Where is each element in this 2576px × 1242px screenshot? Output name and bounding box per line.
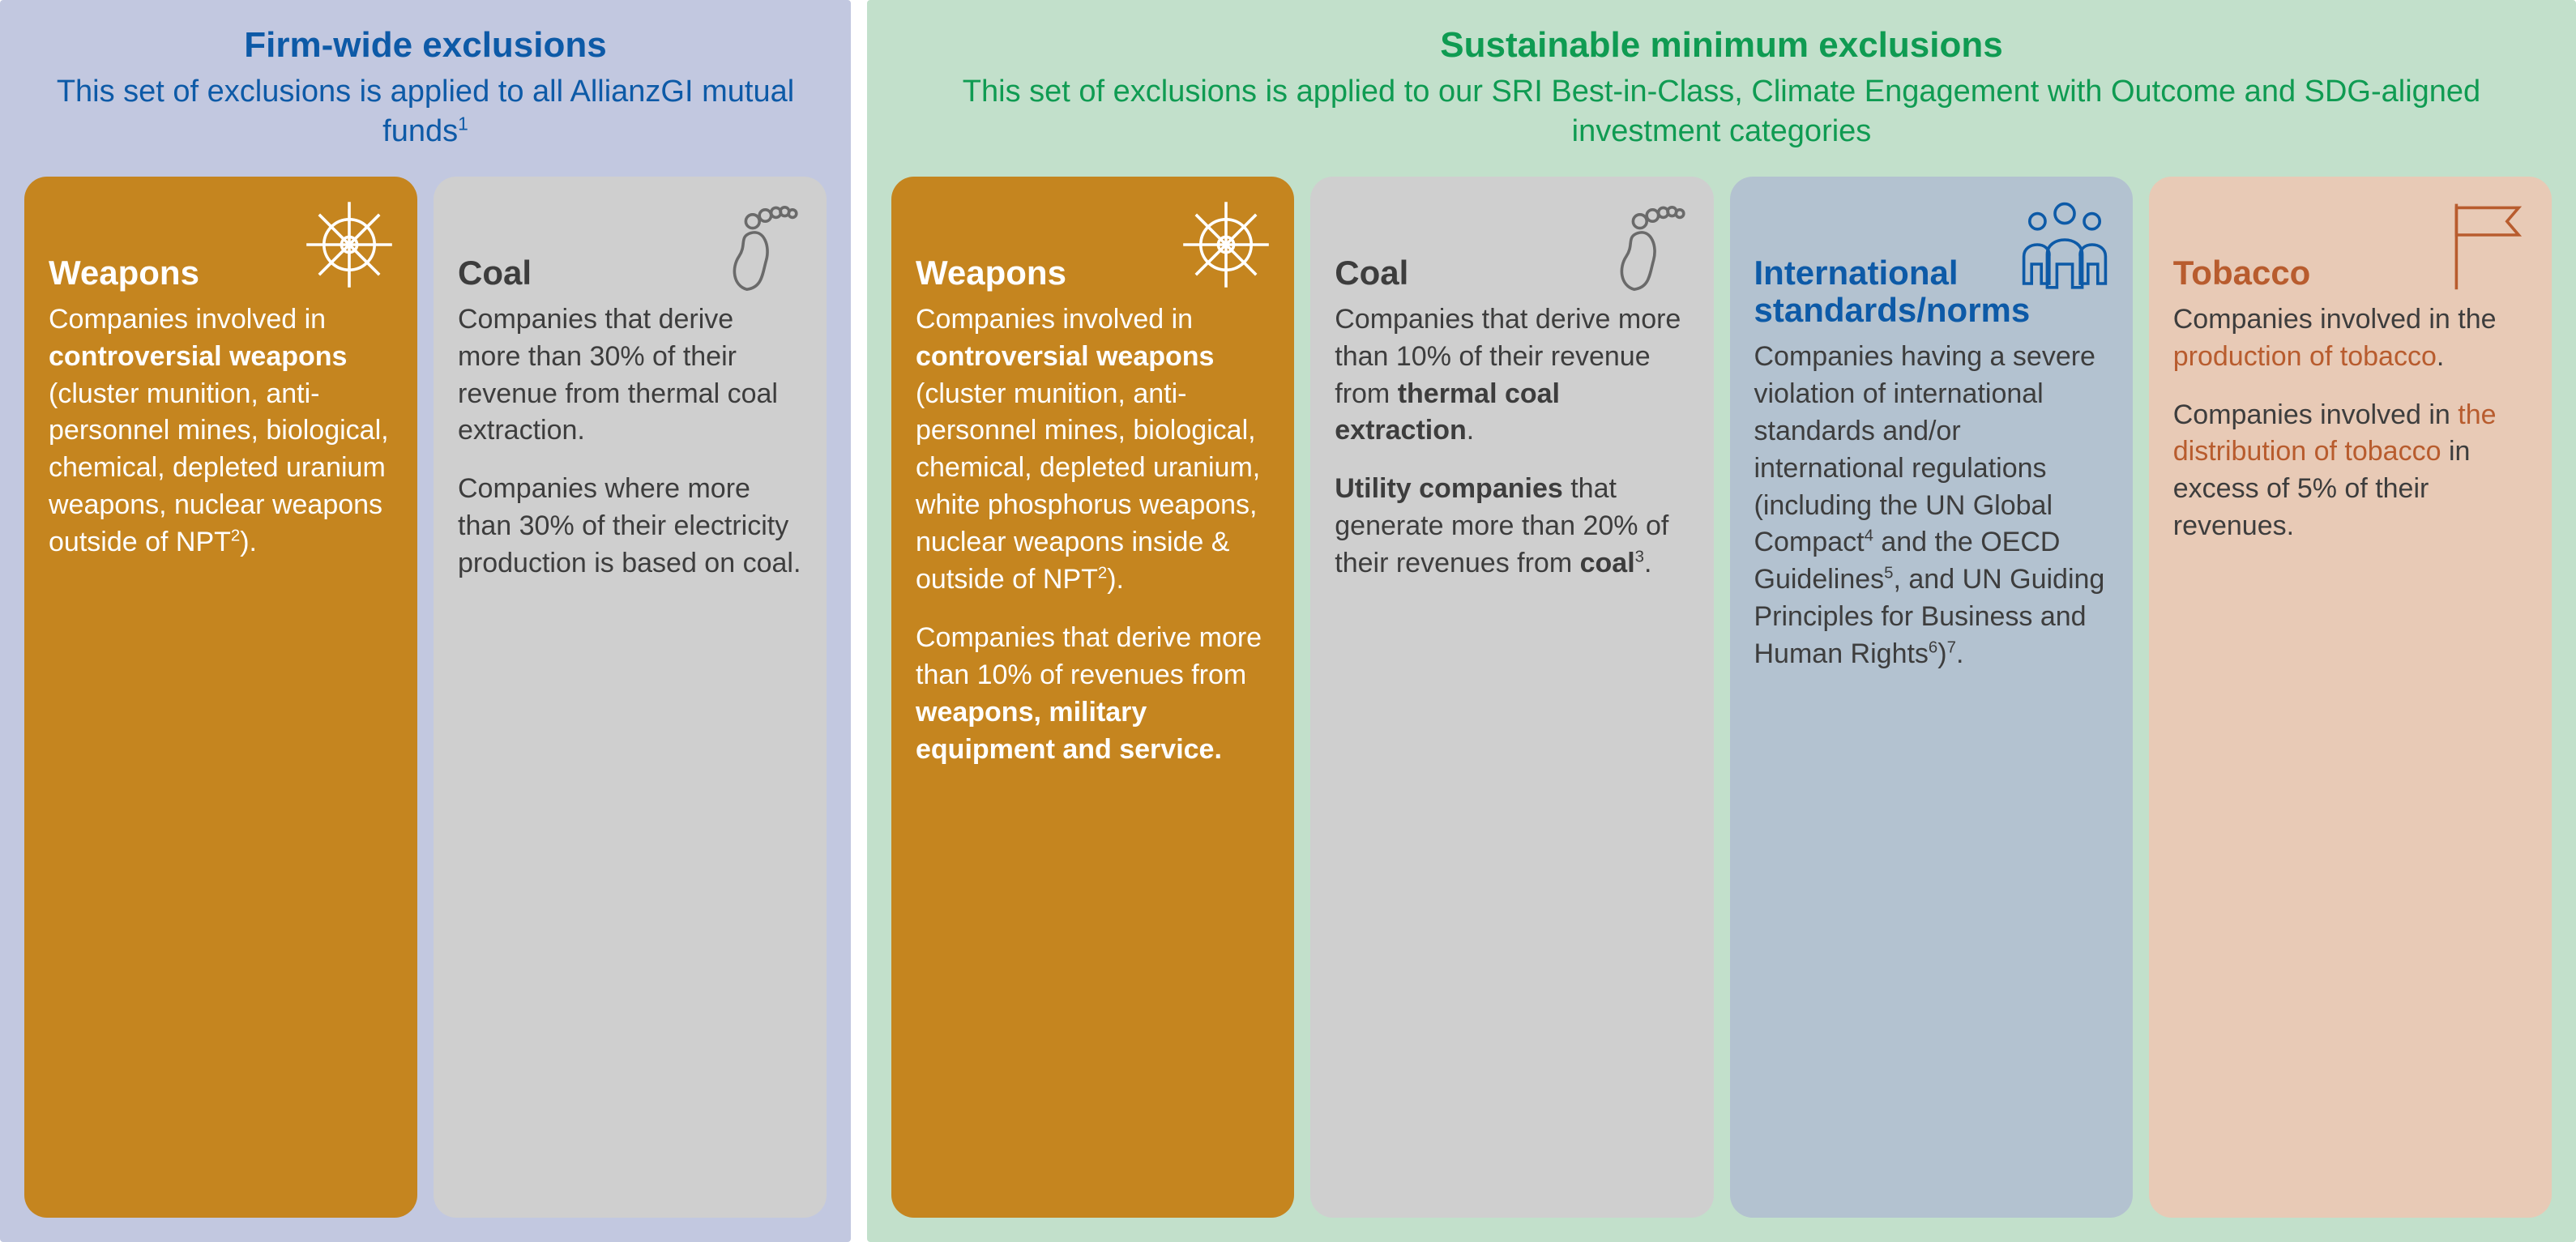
panel-firmwide-subtitle: This set of exclusions is applied to all… xyxy=(32,72,818,152)
card-fw-coal-body: Companies that derive more than 30% of t… xyxy=(458,301,802,583)
flag-icon xyxy=(2435,196,2532,293)
panel-sustainable-header: Sustainable minimum exclusions This set … xyxy=(891,24,2552,152)
panel-sustainable-subtitle: This set of exclusions is applied to our… xyxy=(899,72,2544,152)
people-icon xyxy=(2016,196,2113,293)
card-sm-weapons: Weapons Companies involved in controvers… xyxy=(891,177,1294,1218)
card-fw-weapons-body: Companies involved in controversial weap… xyxy=(49,301,393,561)
infographic-wrapper: Firm-wide exclusions This set of exclusi… xyxy=(0,0,2576,1242)
panel-sustainable-cards: Weapons Companies involved in controvers… xyxy=(891,177,2552,1218)
panel-firmwide-header: Firm-wide exclusions This set of exclusi… xyxy=(24,24,827,152)
panel-firmwide: Firm-wide exclusions This set of exclusi… xyxy=(0,0,851,1242)
panel-firmwide-title: Firm-wide exclusions xyxy=(32,24,818,67)
panel-firmwide-cards: Weapons Companies involved in controvers… xyxy=(24,177,827,1218)
card-sm-coal: Coal Companies that derive more than 10%… xyxy=(1310,177,1713,1218)
card-sm-intl-body: Companies having a severe violation of i… xyxy=(1754,339,2108,673)
footprint-icon xyxy=(710,196,807,293)
card-sm-weapons-body: Companies involved in controversial weap… xyxy=(916,301,1270,769)
card-sm-intl: International standards/norms Companies … xyxy=(1730,177,2133,1218)
footprint-icon xyxy=(1597,196,1694,293)
wheel-icon xyxy=(301,196,398,293)
card-sm-coal-body: Companies that derive more than 10% of t… xyxy=(1335,301,1689,583)
card-fw-coal: Coal Companies that derive more than 30%… xyxy=(434,177,827,1218)
wheel-icon xyxy=(1177,196,1275,293)
card-sm-tobacco: Tobacco Companies involved in the produc… xyxy=(2149,177,2552,1218)
panel-sustainable: Sustainable minimum exclusions This set … xyxy=(867,0,2576,1242)
card-sm-tobacco-body: Companies involved in the production of … xyxy=(2173,301,2527,545)
card-fw-weapons: Weapons Companies involved in controvers… xyxy=(24,177,417,1218)
panel-sustainable-title: Sustainable minimum exclusions xyxy=(899,24,2544,67)
